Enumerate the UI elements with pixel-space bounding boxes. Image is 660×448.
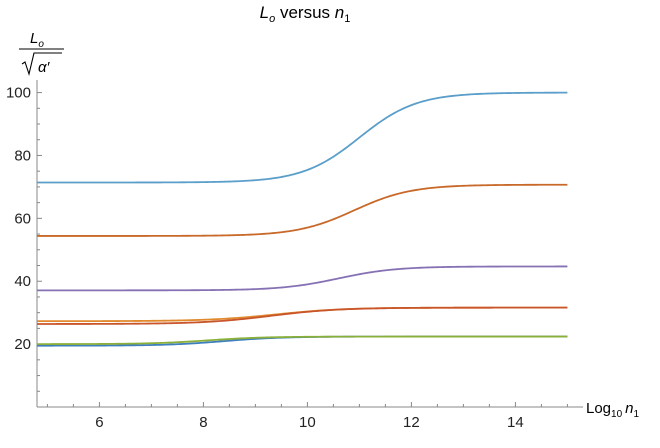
series-line-2 xyxy=(37,183,568,237)
x-tick-label: 10 xyxy=(299,414,316,431)
title-mid: versus xyxy=(275,3,335,22)
y-tick-label: 40 xyxy=(14,273,31,290)
series-line-1 xyxy=(37,91,568,184)
title-var: n xyxy=(335,3,344,22)
axes: 6 8 10 12 14 20 40 60 80 100 xyxy=(6,80,583,431)
ylabel-numerator: Lo xyxy=(30,30,44,50)
x-axis-label: Log10 n1 xyxy=(586,400,640,420)
sqrt-icon xyxy=(21,52,62,77)
ylabel-denominator: α′ xyxy=(38,59,51,76)
y-tick-label: 80 xyxy=(14,147,31,164)
series-line-3 xyxy=(37,265,568,292)
y-tick-label: 60 xyxy=(14,210,31,227)
y-tick-label: 20 xyxy=(14,336,31,353)
x-tick-label: 14 xyxy=(507,414,524,431)
title-var-sub: 1 xyxy=(344,13,350,25)
x-tick-label: 6 xyxy=(95,414,103,431)
series-line-4 xyxy=(37,306,568,323)
series-line-5 xyxy=(37,306,568,325)
x-tick-label: 12 xyxy=(403,414,420,431)
chart-title: Lo versus n1 xyxy=(260,3,351,25)
y-tick-label: 100 xyxy=(6,85,31,102)
series-line-7 xyxy=(37,335,568,345)
series-layer xyxy=(37,91,568,347)
y-axis-label: Lo α′ xyxy=(19,30,64,77)
title-main-sub: o xyxy=(269,13,275,25)
title-main: L xyxy=(260,3,269,22)
x-tick-label: 8 xyxy=(199,414,207,431)
